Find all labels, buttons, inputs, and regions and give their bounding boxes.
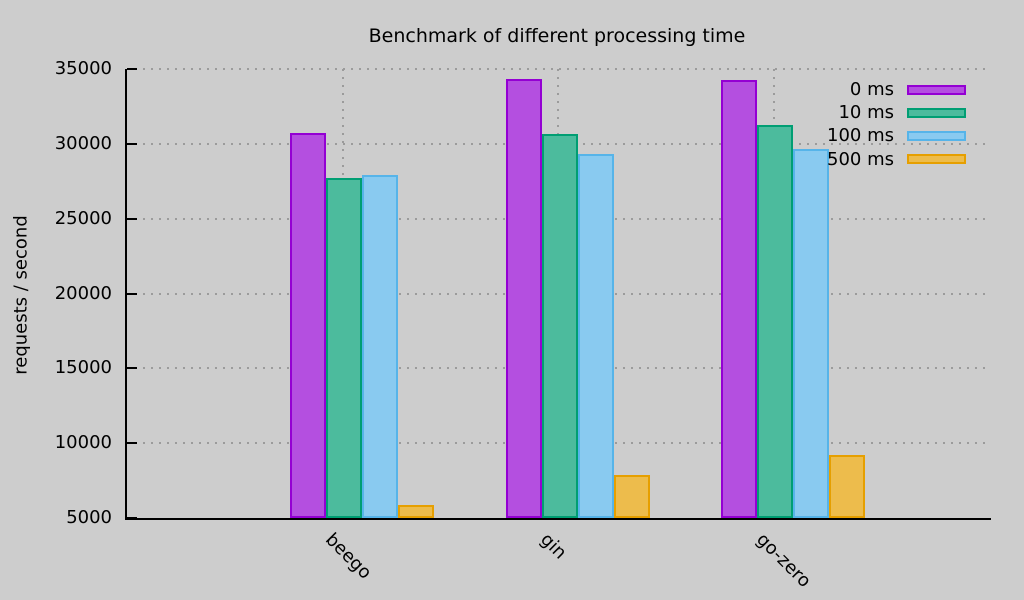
- y-tick-mark: [127, 517, 137, 519]
- legend-swatch: [907, 130, 966, 141]
- bar-0ms-go-zero: [721, 80, 757, 518]
- y-tick-mark: [127, 142, 137, 145]
- legend-item: 100 ms: [827, 124, 966, 147]
- y-tick-label: 35000: [54, 58, 112, 79]
- y-tick-mark: [127, 367, 137, 370]
- y-tick-label: 20000: [54, 282, 112, 304]
- bar-0ms-gin: [505, 79, 542, 518]
- legend: 0 ms 10 ms 100 ms 500 ms: [827, 78, 966, 171]
- y-tick-mark: [127, 217, 137, 220]
- x-tick-label: beego: [320, 529, 376, 584]
- legend-swatch: [907, 154, 966, 165]
- bar-500ms-gin: [613, 474, 650, 518]
- bar-10ms-beego: [326, 177, 362, 518]
- legend-label: 0 ms: [849, 79, 894, 101]
- legend-label: 500 ms: [827, 148, 894, 170]
- bar-100ms-beego: [362, 175, 398, 518]
- legend-swatch: [907, 84, 966, 95]
- legend-item: 10 ms: [827, 101, 966, 124]
- x-tick-label: gin: [536, 529, 571, 564]
- x-tick-label: go-zero: [751, 529, 815, 592]
- legend-label: 10 ms: [838, 102, 894, 124]
- bar-500ms-go-zero: [829, 455, 865, 518]
- legend-item: 500 ms: [827, 148, 966, 171]
- legend-swatch: [907, 107, 966, 118]
- chart-title: Benchmark of different processing time: [368, 25, 746, 47]
- bar-10ms-go-zero: [757, 125, 793, 518]
- y-tick-mark: [127, 442, 137, 445]
- y-tick-label: 5000: [66, 507, 112, 528]
- y-tick-label: 30000: [54, 132, 112, 154]
- bar-500ms-beego: [398, 505, 434, 518]
- bar-100ms-go-zero: [793, 149, 829, 518]
- legend-item: 0 ms: [827, 78, 966, 101]
- y-tick-mark: [127, 68, 137, 70]
- legend-label: 100 ms: [827, 125, 894, 147]
- y-tick-label: 25000: [54, 207, 112, 229]
- bar-100ms-gin: [577, 153, 614, 518]
- y-tick-label: 15000: [54, 357, 112, 379]
- bar-0ms-beego: [290, 133, 326, 518]
- horizontal-gridline: [127, 68, 991, 70]
- bar-10ms-gin: [541, 134, 578, 518]
- y-tick-mark: [127, 292, 137, 295]
- y-tick-label: 10000: [54, 432, 112, 454]
